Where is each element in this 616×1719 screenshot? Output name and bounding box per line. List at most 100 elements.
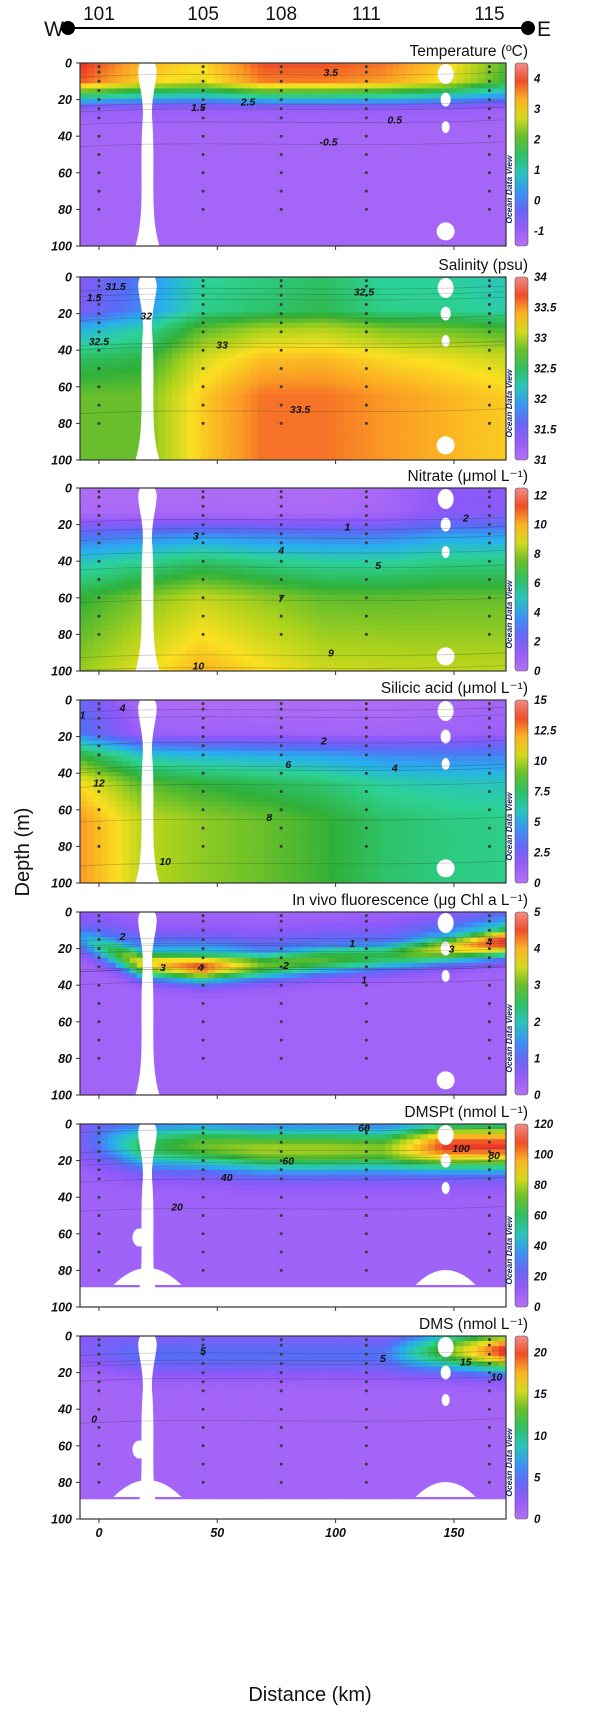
heatmap-cell: [350, 165, 358, 171]
sample-dot: [488, 330, 491, 333]
heatmap-cell: [414, 180, 422, 186]
heatmap-cell: [243, 369, 251, 375]
heatmap-cell: [116, 363, 124, 369]
heatmap-cell: [229, 155, 237, 161]
heatmap-cell: [385, 308, 393, 314]
heatmap-cell: [378, 205, 386, 211]
heatmap-cell: [250, 144, 258, 150]
heatmap-cell: [272, 343, 280, 349]
heatmap-cell: [172, 318, 180, 324]
heatmap-cell: [307, 231, 315, 237]
sample-dot: [280, 303, 283, 306]
y-tick-label: 0: [65, 57, 72, 71]
heatmap-cell: [478, 175, 486, 181]
heatmap-cell: [87, 358, 95, 364]
heatmap-cell: [187, 297, 195, 303]
heatmap-cell: [172, 389, 180, 395]
heatmap-cell: [449, 302, 457, 308]
heatmap-cell: [364, 165, 372, 171]
heatmap-cell: [194, 155, 202, 161]
heatmap-cell: [116, 498, 124, 504]
heatmap-cell: [87, 149, 95, 155]
heatmap-cell: [392, 348, 400, 354]
heatmap-cell: [414, 414, 422, 420]
heatmap-cell: [172, 94, 180, 100]
heatmap-cell: [229, 430, 237, 436]
heatmap-cell: [492, 170, 500, 176]
heatmap-cell: [243, 195, 251, 201]
heatmap-cell: [471, 119, 479, 125]
heatmap-cell: [250, 236, 258, 242]
heatmap-cell: [265, 226, 273, 232]
heatmap-cell: [435, 384, 443, 390]
heatmap-cell: [108, 539, 116, 545]
heatmap-cell: [329, 160, 337, 166]
heatmap-cell: [194, 302, 202, 308]
heatmap-cell: [392, 94, 400, 100]
heatmap-cell: [350, 399, 358, 405]
heatmap-cell: [130, 308, 138, 314]
heatmap-cell: [179, 129, 187, 135]
heatmap-cell: [179, 114, 187, 120]
heatmap-cell: [172, 445, 180, 451]
heatmap-cell: [407, 292, 415, 298]
heatmap-cell: [208, 144, 216, 150]
heatmap-cell: [279, 435, 287, 441]
heatmap-cell: [229, 389, 237, 395]
heatmap-cell: [321, 450, 329, 456]
heatmap-cell: [463, 282, 471, 288]
heatmap-cell: [123, 524, 131, 530]
heatmap-cell: [187, 302, 195, 308]
heatmap-cell: [222, 63, 230, 69]
heatmap-cell: [407, 389, 415, 395]
heatmap-cell: [314, 419, 322, 425]
heatmap-cell: [378, 389, 386, 395]
heatmap-cell: [265, 430, 273, 436]
heatmap-cell: [314, 200, 322, 206]
heatmap-cell: [357, 175, 365, 181]
heatmap-cell: [350, 450, 358, 456]
heatmap-cell: [428, 450, 436, 456]
heatmap-cell: [265, 180, 273, 186]
heatmap-cell: [300, 358, 308, 364]
heatmap-cell: [101, 149, 109, 155]
heatmap-cell: [94, 430, 102, 436]
heatmap-cell: [357, 124, 365, 130]
heatmap-cell: [236, 88, 244, 94]
heatmap-cell: [80, 216, 88, 222]
heatmap-cell: [94, 226, 102, 232]
heatmap-cell: [215, 353, 223, 359]
heatmap-cell: [108, 210, 116, 216]
heatmap-cell: [236, 282, 244, 288]
heatmap-cell: [236, 216, 244, 222]
heatmap-cell: [478, 114, 486, 120]
heatmap-cell: [392, 414, 400, 420]
heatmap-cell: [478, 231, 486, 237]
heatmap-cell: [179, 210, 187, 216]
heatmap-cell: [449, 139, 457, 145]
heatmap-cell: [336, 210, 344, 216]
heatmap-cell: [187, 83, 195, 89]
heatmap-cell: [158, 175, 166, 181]
heatmap-cell: [250, 302, 258, 308]
heatmap-cell: [158, 190, 166, 196]
heatmap-cell: [478, 358, 486, 364]
heatmap-cell: [492, 409, 500, 415]
heatmap-cell: [201, 221, 209, 227]
heatmap-cell: [449, 170, 457, 176]
heatmap-cell: [414, 104, 422, 110]
heatmap-cell: [300, 333, 308, 339]
heatmap-cell: [172, 363, 180, 369]
heatmap-cell: [236, 384, 244, 390]
heatmap-cell: [123, 564, 131, 570]
heatmap-cell: [321, 435, 329, 441]
heatmap-cell: [293, 297, 301, 303]
sample-dot: [280, 171, 283, 174]
heatmap-cell: [456, 348, 464, 354]
heatmap-cell: [442, 404, 450, 410]
heatmap-cell: [314, 333, 322, 339]
heatmap-cell: [407, 231, 415, 237]
heatmap-cell: [492, 124, 500, 130]
heatmap-cell: [172, 394, 180, 400]
heatmap-cell: [400, 149, 408, 155]
